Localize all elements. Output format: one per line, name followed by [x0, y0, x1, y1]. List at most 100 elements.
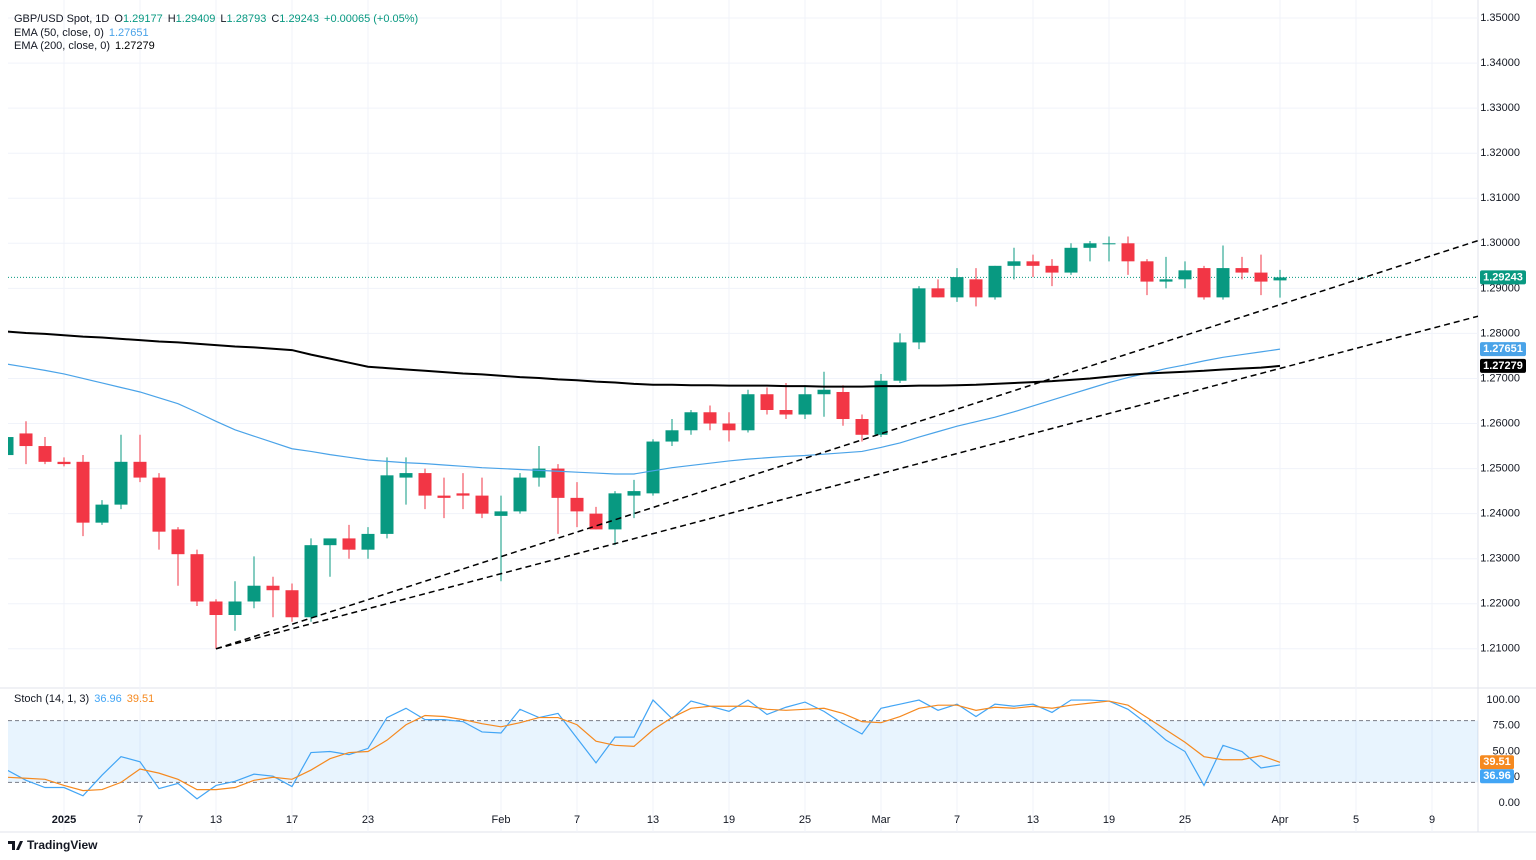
candle: [8, 437, 14, 456]
plot-stoch: [8, 699, 1281, 800]
candle: [19, 421, 33, 465]
candle-body: [285, 590, 299, 618]
candle-body: [152, 477, 166, 532]
x-tick-label: 7: [137, 814, 143, 826]
candle: [152, 473, 166, 550]
ohlc-value: 1.29409: [176, 13, 216, 25]
candle-body: [1121, 243, 1135, 262]
candle: [171, 527, 185, 586]
x-tick-label: 19: [723, 814, 735, 826]
candle: [95, 500, 109, 525]
candle: [456, 473, 470, 510]
candle: [228, 581, 242, 631]
candle: [380, 457, 394, 539]
candle: [133, 434, 147, 483]
candle-body: [817, 389, 831, 395]
candle: [1273, 269, 1287, 298]
candle-body: [551, 468, 565, 498]
candle: [760, 387, 774, 415]
candle: [1159, 256, 1173, 289]
candle-body: [703, 412, 717, 424]
stoch-value: 36.96: [94, 693, 122, 705]
stoch-legend: Stoch (14, 1, 3) 36.96 39.51: [14, 693, 154, 705]
candle-body: [114, 461, 128, 505]
y-tick-label: 1.22000: [1480, 598, 1520, 610]
candle: [570, 482, 584, 528]
stoch-band-fill: [8, 720, 1478, 783]
x-tick-label: 7: [954, 814, 960, 826]
candle: [893, 333, 907, 383]
trendline: [215, 239, 1478, 650]
candle-body: [931, 288, 945, 298]
candle: [323, 538, 337, 577]
candle: [646, 439, 660, 496]
candle: [779, 382, 793, 420]
candle-body: [1216, 268, 1230, 298]
x-tick-label: Mar: [872, 814, 891, 826]
y-tick-label: 1.30000: [1480, 237, 1520, 249]
candle-body: [418, 473, 432, 496]
candle: [1045, 259, 1059, 287]
ohlc-value: 1.29243: [279, 13, 319, 25]
candle: [1254, 254, 1268, 296]
stoch-line: [8, 699, 1281, 800]
candle-body: [760, 394, 774, 411]
stoch-title: Stoch (14, 1, 3): [14, 693, 89, 705]
candle-body: [874, 380, 888, 435]
candle: [1083, 241, 1097, 262]
candle-body: [38, 446, 52, 462]
y-tick-label: 0.00: [1499, 797, 1520, 809]
x-tick-label: 13: [1027, 814, 1039, 826]
ema-line: [8, 348, 1281, 475]
y-tick-label: 1.24000: [1480, 508, 1520, 520]
y-tick-label: 1.32000: [1480, 147, 1520, 159]
y-tick-label: 1.26000: [1480, 417, 1520, 429]
candle-body: [532, 468, 546, 478]
stoch-badge-bg: [1480, 755, 1514, 770]
candle: [817, 371, 831, 417]
candle: [703, 405, 717, 431]
plot-main: [8, 236, 1478, 650]
ema-badge: 1.27279: [1483, 360, 1523, 372]
candle: [931, 279, 945, 298]
candle-body: [608, 493, 622, 530]
candle: [608, 491, 622, 546]
candle-body: [19, 433, 33, 447]
ema-line: [8, 330, 1281, 388]
candle-body: [8, 437, 14, 456]
candle: [969, 268, 983, 307]
candle: [475, 477, 489, 519]
candle-body: [855, 419, 869, 435]
candle-body: [475, 495, 489, 514]
candle: [798, 385, 812, 420]
candle: [1197, 265, 1211, 300]
stoch-badge: 39.51: [1483, 756, 1511, 768]
stoch-badge: 36.96: [1483, 770, 1511, 782]
candle-body: [342, 538, 356, 550]
legend-value: 1.27651: [109, 27, 149, 39]
candle-body: [76, 461, 90, 523]
candle: [437, 477, 451, 519]
y-tick-label: 1.29000: [1480, 282, 1520, 294]
candle: [76, 455, 90, 537]
candle-body: [380, 475, 394, 534]
x-tick-label: 7: [574, 814, 580, 826]
candle-body: [494, 511, 508, 516]
x-tick-label: Apr: [1271, 814, 1288, 826]
candle: [836, 385, 850, 426]
candle: [874, 373, 888, 438]
candle-body: [209, 601, 223, 616]
candle-body: [399, 473, 413, 478]
candle-body: [779, 410, 793, 415]
legend-item: EMA (200, close, 0) 1.27279: [14, 40, 155, 52]
candle: [494, 495, 508, 582]
y-tick-label: 50.00: [1492, 745, 1520, 757]
candle-body: [1140, 261, 1154, 282]
candle-body: [1045, 265, 1059, 273]
candle-body: [228, 601, 242, 616]
candle-body: [969, 279, 983, 298]
stoch-band: [8, 720, 1478, 783]
y-tick-label: 1.21000: [1480, 643, 1520, 655]
candle-body: [988, 265, 1002, 298]
candle-body: [893, 342, 907, 381]
